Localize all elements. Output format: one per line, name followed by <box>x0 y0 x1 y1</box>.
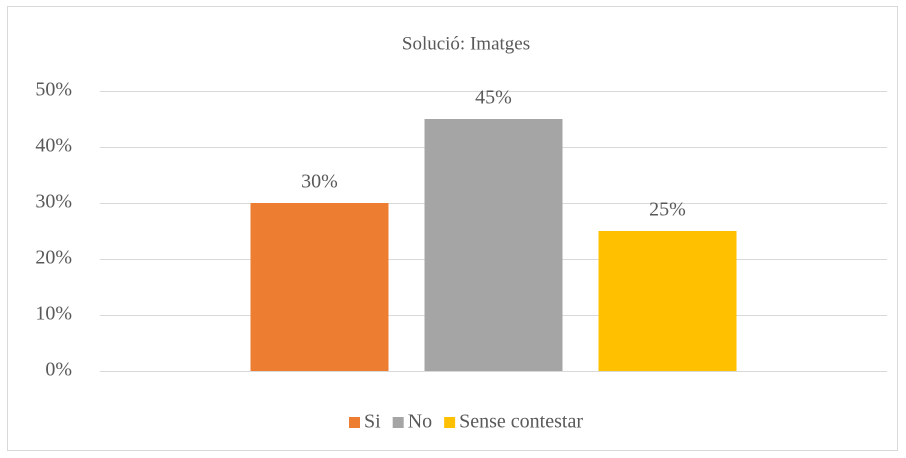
bar <box>598 231 737 371</box>
value-label: 45% <box>475 87 512 109</box>
y-tick-label: 30% <box>35 191 72 213</box>
y-tick-label: 0% <box>45 359 72 381</box>
legend-label: Si <box>364 411 381 433</box>
legend-label: Sense contestar <box>459 411 583 433</box>
bar <box>250 203 389 371</box>
legend-label: No <box>408 411 432 433</box>
y-tick-label: 40% <box>35 135 72 157</box>
bar <box>424 119 563 371</box>
legend-swatch <box>444 417 456 428</box>
y-tick-label: 20% <box>35 247 72 269</box>
legend-swatch <box>349 417 360 428</box>
value-label: 30% <box>301 171 338 193</box>
y-tick-label: 50% <box>35 79 72 101</box>
chart-title: Solució: Imatges <box>402 33 530 54</box>
value-label: 25% <box>649 199 686 221</box>
y-tick-label: 10% <box>35 303 72 325</box>
legend-swatch <box>392 417 404 428</box>
